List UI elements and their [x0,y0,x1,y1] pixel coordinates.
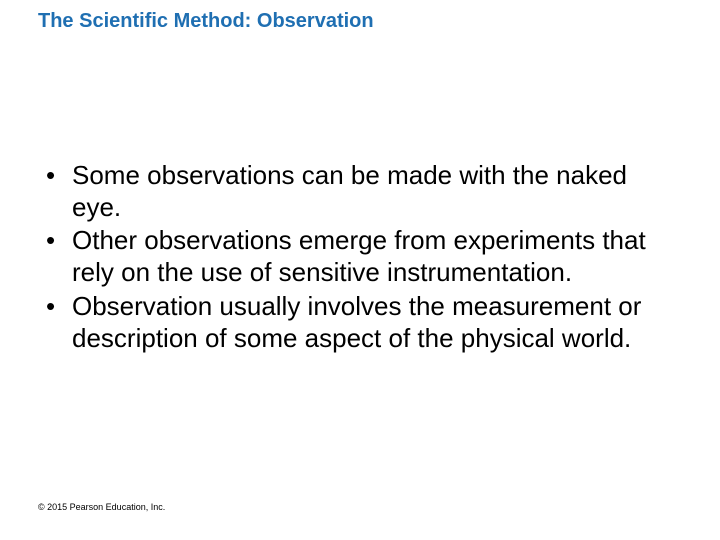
bullet-list: • Some observations can be made with the… [38,160,660,354]
bullet-dot-icon: • [46,291,55,323]
bullet-text: Other observations emerge from experimen… [72,225,646,287]
copyright-footer: © 2015 Pearson Education, Inc. [38,502,165,512]
bullet-dot-icon: • [46,160,55,192]
list-item: • Observation usually involves the measu… [38,291,660,354]
content-area: • Some observations can be made with the… [38,160,660,356]
bullet-text: Observation usually involves the measure… [72,291,641,353]
slide: The Scientific Method: Observation • Som… [0,0,720,540]
list-item: • Other observations emerge from experim… [38,225,660,288]
bullet-dot-icon: • [46,225,55,257]
slide-title: The Scientific Method: Observation [38,10,374,33]
bullet-text: Some observations can be made with the n… [72,160,627,222]
list-item: • Some observations can be made with the… [38,160,660,223]
